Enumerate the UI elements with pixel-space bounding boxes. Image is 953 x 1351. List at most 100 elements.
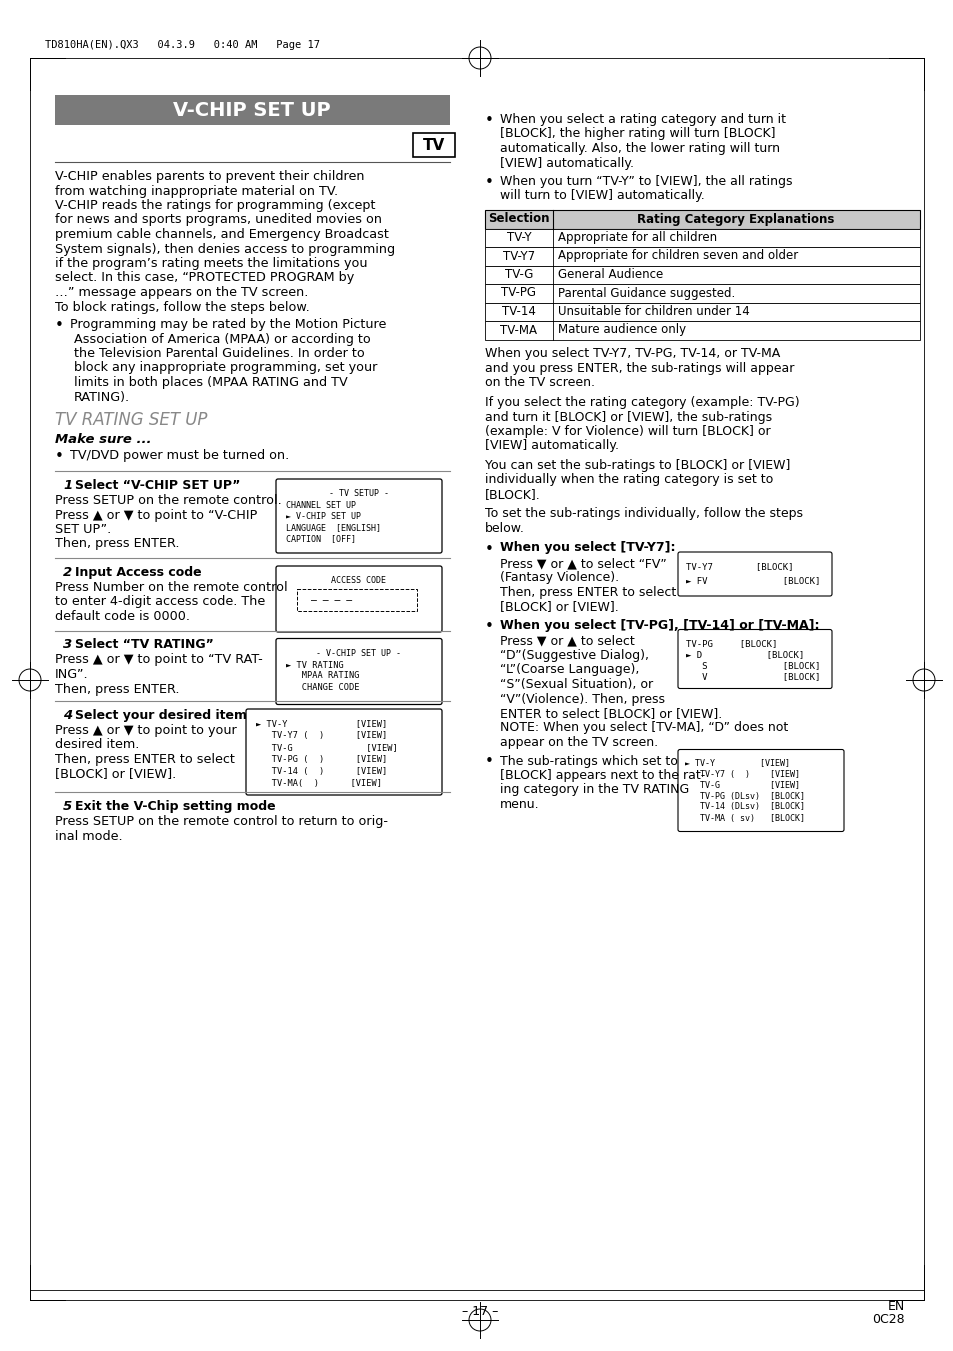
Text: TV-Y: TV-Y xyxy=(506,231,531,245)
Text: TV-G          [VIEW]: TV-G [VIEW] xyxy=(684,781,800,789)
Text: When you select [TV-Y7]:: When you select [TV-Y7]: xyxy=(499,542,675,554)
Text: Select your desired item: Select your desired item xyxy=(75,709,247,721)
Bar xyxy=(55,95,450,126)
Text: •: • xyxy=(484,176,494,190)
Text: – 17 –: – 17 – xyxy=(461,1305,497,1319)
Text: ► FV              [BLOCK]: ► FV [BLOCK] xyxy=(685,576,820,585)
Text: ENTER to select [BLOCK] or [VIEW].: ENTER to select [BLOCK] or [VIEW]. xyxy=(499,707,721,720)
Text: RATING).: RATING). xyxy=(74,390,130,404)
Text: TV-G              [VIEW]: TV-G [VIEW] xyxy=(255,743,397,753)
Text: ING”.: ING”. xyxy=(55,667,89,681)
Text: Press Number on the remote control: Press Number on the remote control xyxy=(55,581,287,594)
Text: The sub-ratings which set to: The sub-ratings which set to xyxy=(499,754,678,767)
Text: •: • xyxy=(484,754,494,770)
Text: below.: below. xyxy=(484,521,524,535)
Text: 4: 4 xyxy=(63,709,72,721)
Text: 0C28: 0C28 xyxy=(871,1313,904,1325)
Text: ► TV-Y             [VIEW]: ► TV-Y [VIEW] xyxy=(255,719,387,728)
Text: NOTE: When you select [TV-MA], “D” does not: NOTE: When you select [TV-MA], “D” does … xyxy=(499,721,787,735)
Text: To set the sub-ratings individually, follow the steps: To set the sub-ratings individually, fol… xyxy=(484,508,802,520)
Text: System signals), then denies access to programming: System signals), then denies access to p… xyxy=(55,242,395,255)
Text: - TV SETUP -: - TV SETUP - xyxy=(329,489,389,499)
Text: [BLOCK], the higher rating will turn [BLOCK]: [BLOCK], the higher rating will turn [BL… xyxy=(499,127,775,141)
Text: from watching inappropriate material on TV.: from watching inappropriate material on … xyxy=(55,185,337,197)
Text: - V-CHIP SET UP -: - V-CHIP SET UP - xyxy=(316,648,401,658)
Text: and turn it [BLOCK] or [VIEW], the sub-ratings: and turn it [BLOCK] or [VIEW], the sub-r… xyxy=(484,411,771,423)
Text: V              [BLOCK]: V [BLOCK] xyxy=(685,673,820,681)
Bar xyxy=(484,284,919,303)
FancyBboxPatch shape xyxy=(678,553,831,596)
Text: TV-14 (DLsv)  [BLOCK]: TV-14 (DLsv) [BLOCK] xyxy=(684,802,804,812)
Text: individually when the rating category is set to: individually when the rating category is… xyxy=(484,473,773,486)
Text: TV-14 (  )      [VIEW]: TV-14 ( ) [VIEW] xyxy=(255,767,387,775)
Text: Unsuitable for children under 14: Unsuitable for children under 14 xyxy=(558,305,749,317)
Text: Then, press ENTER to select: Then, press ENTER to select xyxy=(499,586,676,598)
Text: Press ▲ or ▼ to point to “V-CHIP: Press ▲ or ▼ to point to “V-CHIP xyxy=(55,508,257,521)
Text: [VIEW] automatically.: [VIEW] automatically. xyxy=(499,157,634,169)
FancyBboxPatch shape xyxy=(275,639,441,704)
Text: Then, press ENTER.: Then, press ENTER. xyxy=(55,682,179,696)
Text: for news and sports programs, unedited movies on: for news and sports programs, unedited m… xyxy=(55,213,381,227)
Text: Press SETUP on the remote control.: Press SETUP on the remote control. xyxy=(55,494,281,507)
Text: Press ▼ or ▲ to select: Press ▼ or ▲ to select xyxy=(499,635,634,647)
Text: General Audience: General Audience xyxy=(558,267,662,281)
Text: [BLOCK].: [BLOCK]. xyxy=(484,488,540,501)
Bar xyxy=(484,228,919,247)
Text: desired item.: desired item. xyxy=(55,739,139,751)
Text: …” message appears on the TV screen.: …” message appears on the TV screen. xyxy=(55,286,308,299)
Text: ► TV RATING: ► TV RATING xyxy=(286,661,343,670)
FancyBboxPatch shape xyxy=(296,589,416,611)
Text: Association of America (MPAA) or according to: Association of America (MPAA) or accordi… xyxy=(74,332,371,346)
Bar xyxy=(484,209,919,228)
Text: Parental Guidance suggested.: Parental Guidance suggested. xyxy=(558,286,735,300)
Text: block any inappropriate programming, set your: block any inappropriate programming, set… xyxy=(74,362,377,374)
Text: default code is 0000.: default code is 0000. xyxy=(55,611,190,623)
Text: Then, press ENTER to select: Then, press ENTER to select xyxy=(55,753,234,766)
Text: You can set the sub-ratings to [BLOCK] or [VIEW]: You can set the sub-ratings to [BLOCK] o… xyxy=(484,459,789,471)
FancyBboxPatch shape xyxy=(275,480,441,553)
Text: automatically. Also, the lower rating will turn: automatically. Also, the lower rating wi… xyxy=(499,142,780,155)
Text: •: • xyxy=(55,317,64,332)
Text: TV-PG     [BLOCK]: TV-PG [BLOCK] xyxy=(685,639,777,648)
Text: EN: EN xyxy=(887,1300,904,1313)
Text: CHANNEL SET UP: CHANNEL SET UP xyxy=(286,501,355,509)
Text: TV-Y7 (  )      [VIEW]: TV-Y7 ( ) [VIEW] xyxy=(255,731,387,740)
FancyBboxPatch shape xyxy=(246,709,441,794)
Text: TV-G: TV-G xyxy=(504,267,533,281)
Bar xyxy=(484,266,919,284)
Text: “V”(Violence). Then, press: “V”(Violence). Then, press xyxy=(499,693,664,705)
Text: TV/DVD power must be turned on.: TV/DVD power must be turned on. xyxy=(70,449,289,462)
Text: 1: 1 xyxy=(63,480,72,492)
Text: When you select a rating category and turn it: When you select a rating category and tu… xyxy=(499,113,785,126)
FancyBboxPatch shape xyxy=(678,630,831,689)
Text: [VIEW] automatically.: [VIEW] automatically. xyxy=(484,439,618,453)
Text: (example: V for Violence) will turn [BLOCK] or: (example: V for Violence) will turn [BLO… xyxy=(484,426,770,438)
Text: TV RATING SET UP: TV RATING SET UP xyxy=(55,411,207,430)
Text: ing category in the TV RATING: ing category in the TV RATING xyxy=(499,784,688,797)
Text: Programming may be rated by the Motion Picture: Programming may be rated by the Motion P… xyxy=(70,317,386,331)
Text: [BLOCK] appears next to the rat-: [BLOCK] appears next to the rat- xyxy=(499,769,704,782)
Text: Appropriate for all children: Appropriate for all children xyxy=(558,231,717,245)
Text: TV-MA: TV-MA xyxy=(500,323,537,336)
Text: [BLOCK] or [VIEW].: [BLOCK] or [VIEW]. xyxy=(499,600,618,613)
Text: TD810HA(EN).QX3   04.3.9   0:40 AM   Page 17: TD810HA(EN).QX3 04.3.9 0:40 AM Page 17 xyxy=(45,41,319,50)
Text: Press ▼ or ▲ to select “FV”: Press ▼ or ▲ to select “FV” xyxy=(499,557,666,570)
Text: V-CHIP SET UP: V-CHIP SET UP xyxy=(173,100,331,119)
Text: the Television Parental Guidelines. In order to: the Television Parental Guidelines. In o… xyxy=(74,347,364,359)
Text: TV-MA ( sv)   [BLOCK]: TV-MA ( sv) [BLOCK] xyxy=(684,813,804,823)
Text: When you turn “TV-Y” to [VIEW], the all ratings: When you turn “TV-Y” to [VIEW], the all … xyxy=(499,176,792,188)
Text: To block ratings, follow the steps below.: To block ratings, follow the steps below… xyxy=(55,300,310,313)
Text: ► TV-Y         [VIEW]: ► TV-Y [VIEW] xyxy=(684,758,789,767)
Text: TV-PG (  )      [VIEW]: TV-PG ( ) [VIEW] xyxy=(255,755,387,765)
Text: MPAA RATING: MPAA RATING xyxy=(286,671,359,681)
Text: CAPTION  [OFF]: CAPTION [OFF] xyxy=(286,534,355,543)
Text: TV-Y7        [BLOCK]: TV-Y7 [BLOCK] xyxy=(685,562,793,571)
Text: CHANGE CODE: CHANGE CODE xyxy=(286,682,359,692)
Text: •: • xyxy=(55,449,64,463)
Text: Then, press ENTER.: Then, press ENTER. xyxy=(55,538,179,550)
Text: V-CHIP enables parents to prevent their children: V-CHIP enables parents to prevent their … xyxy=(55,170,364,182)
Text: 2: 2 xyxy=(63,566,72,580)
Text: •: • xyxy=(484,542,494,557)
Text: limits in both places (MPAA RATING and TV: limits in both places (MPAA RATING and T… xyxy=(74,376,348,389)
Text: When you select [TV-PG], [TV-14] or [TV-MA]:: When you select [TV-PG], [TV-14] or [TV-… xyxy=(499,619,819,632)
